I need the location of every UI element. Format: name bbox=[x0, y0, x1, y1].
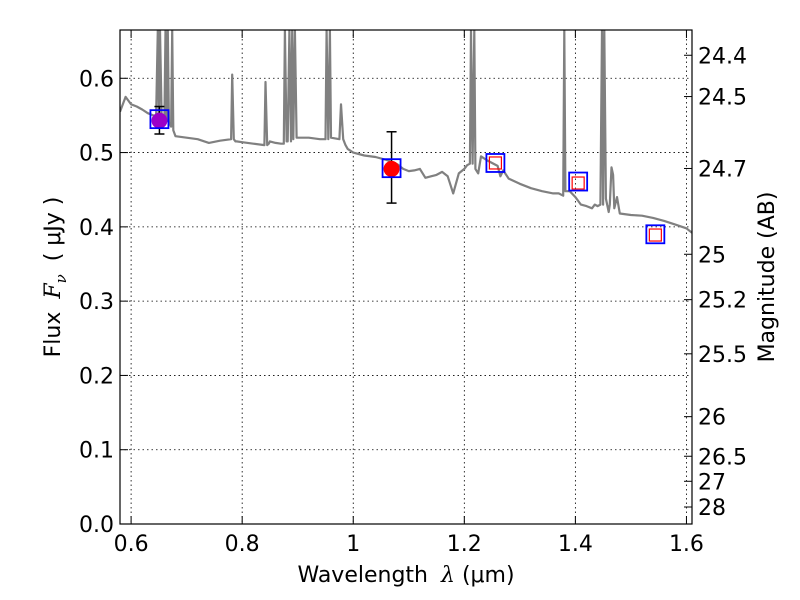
y2-tick-label: 27 bbox=[698, 470, 726, 495]
spectrum-line bbox=[120, 30, 692, 234]
y-axis-label-prefix: Flux bbox=[41, 312, 66, 358]
photometry-point bbox=[381, 131, 402, 204]
y2-tick-label: 24.5 bbox=[698, 86, 747, 111]
y2-tick-label: 26.5 bbox=[698, 445, 747, 470]
x-tick-label: 1 bbox=[346, 532, 360, 557]
y-axis-label: Flux Fν ( μJy ) bbox=[41, 197, 72, 358]
x-tick-label: 1.2 bbox=[447, 532, 482, 557]
y-tick-label: 0.6 bbox=[79, 67, 114, 92]
y2-tick-label: 25 bbox=[698, 243, 726, 268]
x-tick-label: 0.8 bbox=[225, 532, 260, 557]
photometry-point bbox=[568, 171, 589, 192]
observed-flux-marker bbox=[488, 156, 503, 170]
x-tick-label: 1.4 bbox=[558, 532, 593, 557]
axis-ticks: 0.6 0.8 1 1.2 1.4 1.6 0.0 0.1 0.2 0.3 0.4 0.5 0.6 24.… bbox=[79, 30, 747, 557]
y-tick-label: 0.0 bbox=[79, 513, 114, 538]
y2-tick-label: 26 bbox=[698, 406, 726, 431]
observed-flux-marker bbox=[648, 228, 662, 242]
y-axis-label-unit: ( μJy ) bbox=[41, 197, 66, 262]
x-axis-label: Wavelength λ (μm) bbox=[297, 563, 514, 588]
y-axis-label-subscript: ν bbox=[52, 274, 70, 283]
y2-tick-label: 25.5 bbox=[698, 343, 747, 368]
y-axis-label-symbol: F bbox=[41, 283, 66, 300]
model-flux-marker bbox=[485, 153, 506, 173]
y2-tick-label: 28 bbox=[698, 496, 726, 521]
y2-tick-label: 25.2 bbox=[698, 289, 747, 314]
y2-tick-label: 24.7 bbox=[698, 157, 747, 182]
x-axis-label-symbol: λ bbox=[440, 563, 455, 588]
model-flux-marker bbox=[645, 224, 666, 245]
x-tick-label: 1.6 bbox=[669, 532, 704, 557]
x-axis-label-unit: (μm) bbox=[462, 563, 515, 588]
plot-frame bbox=[119, 29, 693, 525]
x-axis-label-prefix: Wavelength bbox=[297, 563, 428, 588]
photometry-point bbox=[149, 105, 170, 135]
photometry-point bbox=[645, 224, 666, 245]
model-spectrum bbox=[120, 30, 692, 234]
observed-flux-marker bbox=[151, 112, 168, 129]
y-tick-label: 0.3 bbox=[79, 290, 114, 315]
model-flux-marker bbox=[381, 158, 402, 179]
y-tick-label: 0.5 bbox=[79, 142, 114, 167]
y2-axis-label: Magnitude (AB) bbox=[755, 192, 780, 363]
y-tick-label: 0.1 bbox=[79, 439, 114, 464]
observed-flux-marker bbox=[571, 176, 585, 190]
y-tick-label: 0.4 bbox=[79, 216, 114, 241]
observed-flux-marker bbox=[383, 160, 400, 177]
photometry-point bbox=[485, 153, 506, 173]
x-tick-label: 0.6 bbox=[114, 532, 149, 557]
model-flux-marker bbox=[149, 109, 170, 130]
y-tick-label: 0.2 bbox=[79, 364, 114, 389]
y2-tick-label: 24.4 bbox=[698, 44, 747, 69]
photometry-points bbox=[149, 105, 666, 245]
model-flux-marker bbox=[568, 171, 589, 192]
